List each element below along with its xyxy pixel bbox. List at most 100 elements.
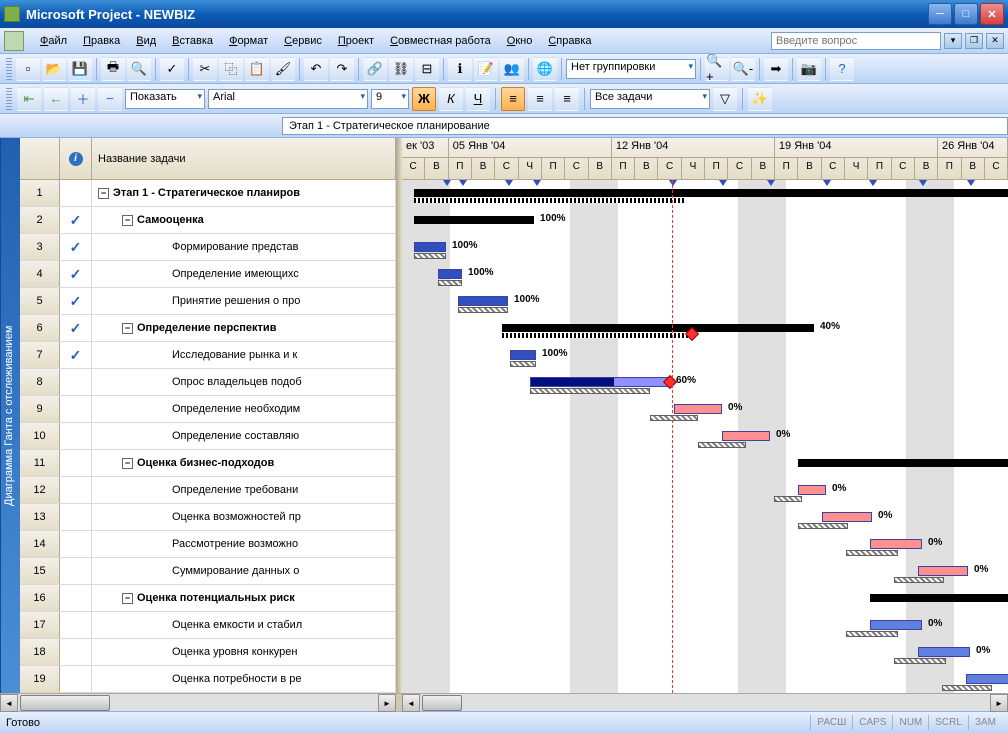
table-row[interactable]: 2✓−Самооценка [20, 207, 396, 234]
zoom-in-button[interactable]: 🔍+ [705, 57, 729, 81]
new-button[interactable]: ▫ [16, 57, 40, 81]
task-name-cell[interactable]: −Определение перспектив [92, 315, 396, 341]
paste-button[interactable]: 📋 [245, 57, 269, 81]
close-doc-button[interactable]: ✕ [986, 33, 1004, 49]
print-button[interactable]: 🖶 [101, 57, 125, 81]
outdent-button[interactable]: ＋ [71, 87, 95, 111]
save-button[interactable]: 💾 [68, 57, 92, 81]
copy-button[interactable]: ⿻ [219, 57, 243, 81]
task-name-cell[interactable]: Формирование представ [92, 234, 396, 260]
collapse-button[interactable]: − [122, 215, 133, 226]
table-row[interactable]: 18 Оценка уровня конкурен [20, 639, 396, 666]
task-bar[interactable] [822, 512, 872, 522]
row-number[interactable]: 6 [20, 315, 60, 341]
summary-bar[interactable] [870, 594, 1008, 602]
restore-window-button[interactable]: ❐ [965, 33, 983, 49]
autofilter-button[interactable]: ▽ [713, 87, 737, 111]
collapse-button[interactable]: − [122, 593, 133, 604]
help-question-input[interactable] [771, 32, 941, 50]
copy-picture-button[interactable]: 📷 [797, 57, 821, 81]
app-menu-icon[interactable] [4, 31, 24, 51]
table-row[interactable]: 5✓Принятие решения о про [20, 288, 396, 315]
table-row[interactable]: 3✓Формирование представ [20, 234, 396, 261]
task-name-cell[interactable]: −Самооценка [92, 207, 396, 233]
gantt-scroll-left-button[interactable]: ◄ [402, 694, 420, 712]
summary-bar[interactable] [502, 324, 814, 332]
table-row[interactable]: 7✓Исследование рынка и к [20, 342, 396, 369]
tasks-filter-dropdown[interactable]: Все задачи [590, 89, 710, 109]
row-number[interactable]: 10 [20, 423, 60, 449]
cell-editor-input[interactable] [282, 117, 1008, 135]
grid-scroll-right-button[interactable]: ► [378, 694, 396, 712]
task-bar[interactable] [918, 647, 970, 657]
undo-button[interactable]: ↶ [304, 57, 328, 81]
task-name-cell[interactable]: −Оценка потенциальных риск [92, 585, 396, 611]
task-bar[interactable] [510, 350, 536, 360]
menu-Проект[interactable]: Проект [330, 32, 382, 50]
task-name-cell[interactable]: −Этап 1 - Стратегическое планиров [92, 180, 396, 206]
grid-header-corner[interactable] [20, 138, 60, 179]
row-number[interactable]: 16 [20, 585, 60, 611]
table-row[interactable]: 17Оценка емкости и стабил [20, 612, 396, 639]
align-right-button[interactable]: ≡ [555, 87, 579, 111]
gantt-scroll-track[interactable] [420, 694, 990, 711]
summary-bar[interactable] [798, 459, 1008, 467]
menu-Файл[interactable]: Файл [32, 32, 75, 50]
underline-button[interactable]: Ч [466, 87, 490, 111]
font-dropdown[interactable]: Arial [208, 89, 368, 109]
task-bar[interactable] [438, 269, 462, 279]
table-row[interactable]: 13 Оценка возможностей пр [20, 504, 396, 531]
summary-bar[interactable] [414, 189, 1008, 197]
wizard-button[interactable]: ✨ [748, 87, 772, 111]
task-bar[interactable] [414, 242, 446, 252]
task-name-cell[interactable]: Определение составляю [92, 423, 396, 449]
row-number[interactable]: 15 [20, 558, 60, 584]
task-name-cell[interactable]: Оценка возможностей пр [92, 504, 396, 530]
table-row[interactable]: 4✓Определение имеющихс [20, 261, 396, 288]
question-dropdown-button[interactable]: ▾ [944, 33, 962, 49]
grid-scroll-left-button[interactable]: ◄ [0, 694, 18, 712]
collapse-button[interactable]: − [122, 323, 133, 334]
table-row[interactable]: 11−Оценка бизнес-подходов [20, 450, 396, 477]
view-bar-label[interactable]: Диаграмма Ганта с отслеживанием [0, 138, 20, 693]
split-button[interactable]: ⊟ [415, 57, 439, 81]
redo-button[interactable]: ↷ [330, 57, 354, 81]
task-name-cell[interactable]: Рассмотрение возможно [92, 531, 396, 557]
indent-button[interactable]: − [98, 87, 122, 111]
grouping-dropdown[interactable]: Нет группировки [566, 59, 696, 79]
publish-button[interactable]: 🌐 [533, 57, 557, 81]
task-name-cell[interactable]: −Оценка бизнес-подходов [92, 450, 396, 476]
toolbar2-handle[interactable] [6, 88, 12, 110]
menu-Вид[interactable]: Вид [128, 32, 164, 50]
nav-prev-button[interactable]: ← [44, 87, 68, 111]
row-number[interactable]: 4 [20, 261, 60, 287]
task-bar[interactable] [918, 566, 968, 576]
gantt-scroll-right-button[interactable]: ► [990, 694, 1008, 712]
task-bar[interactable] [966, 674, 1008, 684]
task-bar[interactable] [458, 296, 508, 306]
task-name-cell[interactable]: Оценка уровня конкурен [92, 639, 396, 665]
zoom-out-button[interactable]: 🔍- [731, 57, 755, 81]
help-button[interactable]: ? [830, 57, 854, 81]
grid-header-name[interactable]: Название задачи [92, 138, 396, 179]
maximize-button[interactable]: □ [954, 3, 978, 25]
row-number[interactable]: 1 [20, 180, 60, 206]
bold-button[interactable]: Ж [412, 87, 436, 111]
row-number[interactable]: 14 [20, 531, 60, 557]
row-number[interactable]: 13 [20, 504, 60, 530]
preview-button[interactable]: 🔍 [127, 57, 151, 81]
task-bar[interactable] [530, 377, 670, 387]
task-name-cell[interactable]: Определение необходим [92, 396, 396, 422]
row-number[interactable]: 8 [20, 369, 60, 395]
table-row[interactable]: 16 −Оценка потенциальных риск [20, 585, 396, 612]
table-row[interactable]: 6✓−Определение перспектив [20, 315, 396, 342]
task-name-cell[interactable]: Оценка потребности в ре [92, 666, 396, 692]
format-painter-button[interactable]: 🖌 [271, 57, 295, 81]
menu-Правка[interactable]: Правка [75, 32, 128, 50]
italic-button[interactable]: К [439, 87, 463, 111]
gantt-scroll-thumb[interactable] [422, 695, 462, 711]
close-button[interactable]: ✕ [980, 3, 1004, 25]
collapse-button[interactable]: − [98, 188, 109, 199]
row-number[interactable]: 18 [20, 639, 60, 665]
task-name-cell[interactable]: Опрос владельцев подоб [92, 369, 396, 395]
